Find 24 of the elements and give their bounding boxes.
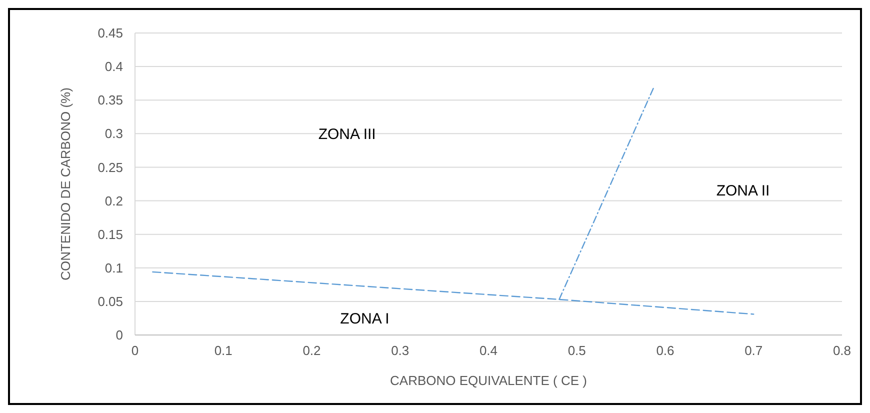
x-tick-label: 0.6 (656, 343, 674, 358)
y-tick-label: 0 (116, 328, 123, 343)
y-tick-label: 0.1 (104, 260, 123, 276)
y-tick-label: 0.25 (98, 160, 123, 175)
y-tick-label: 0.35 (98, 92, 123, 108)
x-tick-label: 0.2 (302, 343, 321, 358)
x-tick-label: 0 (131, 343, 139, 358)
y-tick-label: 0.05 (98, 294, 123, 309)
y-tick-label: 0.15 (98, 226, 123, 242)
annotation: ZONA I (340, 310, 390, 328)
x-tick-label: 0.8 (832, 343, 852, 358)
x-axis-title: CARBONO EQUIVALENTE ( CE ) (390, 373, 587, 388)
y-tick-label: 0.45 (98, 26, 123, 41)
x-tick-label: 0.1 (214, 343, 232, 358)
x-tick-label: 0.5 (568, 343, 586, 358)
annotation: ZONA II (716, 182, 770, 200)
x-tick-label: 0.7 (744, 343, 763, 358)
y-tick-label: 0.3 (104, 126, 123, 142)
y-axis-title: CONTENIDO DE CARBONO (%) (58, 88, 73, 280)
annotation: ZONA III (318, 126, 376, 143)
x-tick-label: 0.3 (391, 343, 410, 358)
x-tick-label: 0.4 (479, 343, 498, 358)
y-tick-label: 0.4 (104, 59, 123, 74)
y-tick-label: 0.2 (104, 193, 123, 208)
